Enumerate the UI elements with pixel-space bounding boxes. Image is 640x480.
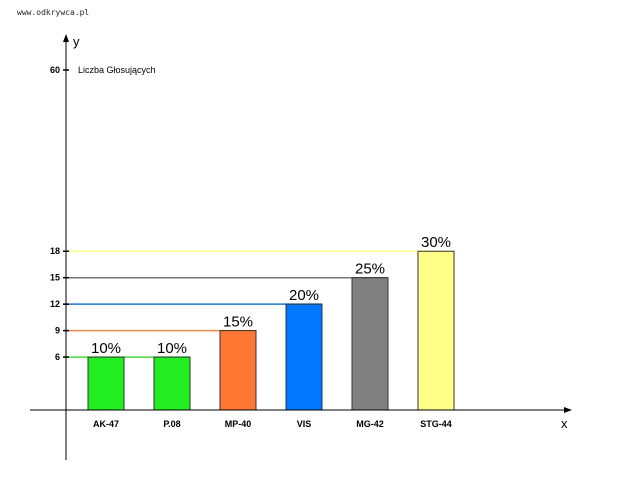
bar (219, 330, 257, 411)
guide-lines (66, 250, 454, 358)
bar-value-label: 25% (355, 261, 385, 278)
bar (417, 250, 455, 411)
y-axis-name: y (73, 34, 80, 49)
category-label: STG-44 (420, 419, 452, 429)
category-label: P.08 (163, 419, 180, 429)
y-axis-arrow (63, 34, 69, 42)
bar (285, 303, 323, 411)
bar (153, 356, 191, 411)
y-tick-label: 9 (55, 326, 60, 336)
bar (87, 356, 125, 411)
bar-value-label: 30% (421, 234, 451, 251)
bar-labels: 10% AK-47 10% P.08 15% MP-40 20% VIS 25% MG-42 30%… (91, 234, 452, 429)
y-tick-label: 60 (50, 65, 60, 75)
axes (30, 34, 572, 460)
y-annotation: Liczba Głosujących (78, 65, 156, 75)
x-axis-arrow (564, 407, 572, 413)
category-label: VIS (297, 419, 312, 429)
x-axis-name: x (561, 416, 568, 431)
category-label: MG-42 (356, 419, 384, 429)
bar-value-label: 10% (157, 340, 187, 357)
bar-value-label: 15% (223, 314, 253, 331)
y-ticks: 6 9 12 15 18 60 (50, 65, 69, 362)
y-tick-label: 15 (50, 273, 60, 283)
watermark: www.odkrywca.pl (17, 8, 90, 17)
y-tick-label: 6 (55, 352, 60, 362)
bar (351, 277, 389, 411)
category-label: MP-40 (225, 419, 252, 429)
bars (87, 250, 455, 411)
bar-value-label: 20% (289, 287, 319, 304)
bar-value-label: 10% (91, 340, 121, 357)
category-label: AK-47 (93, 419, 119, 429)
y-tick-label: 12 (50, 299, 60, 309)
y-tick-label: 18 (50, 246, 60, 256)
